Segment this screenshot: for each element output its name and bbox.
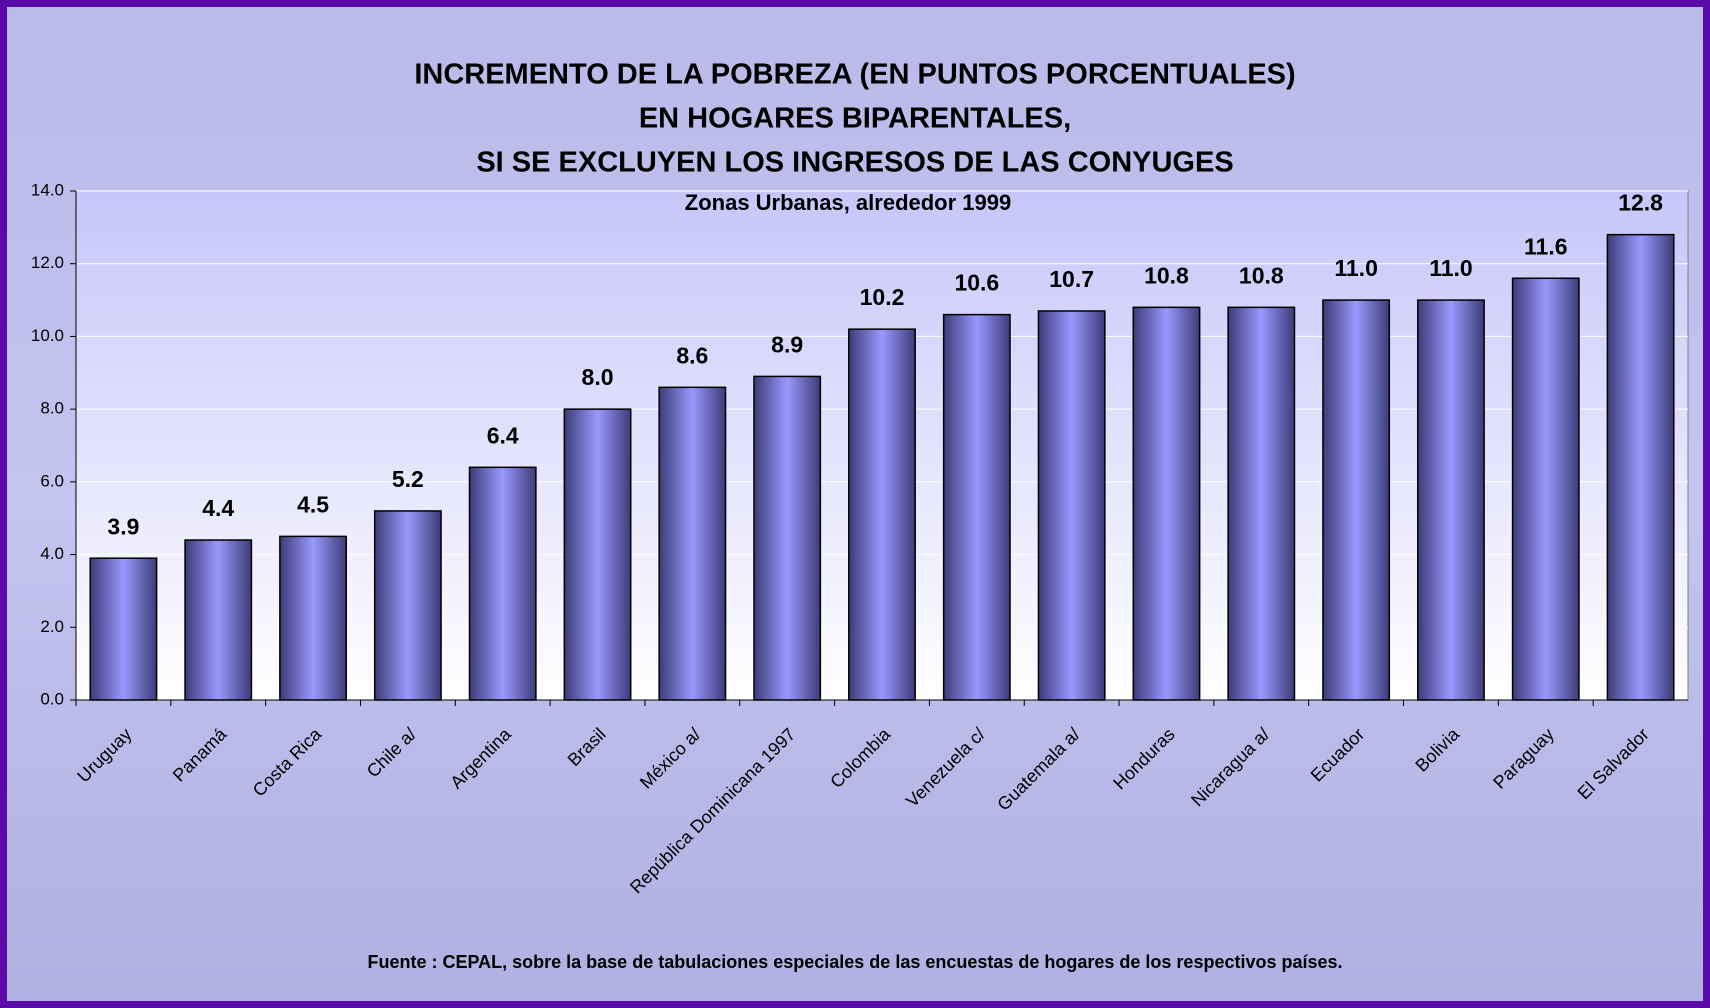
data-label: 11.0 [1334, 255, 1378, 281]
bar [1037, 310, 1106, 701]
data-label: 10.8 [1239, 262, 1284, 288]
y-tick-label: 14.0 [31, 180, 64, 199]
bar [563, 408, 632, 701]
data-label: 11.0 [1429, 255, 1473, 281]
bar [753, 375, 822, 701]
data-label: 10.2 [860, 284, 905, 310]
bar [1227, 306, 1296, 701]
data-label: 10.7 [1049, 266, 1094, 292]
data-label: 8.9 [771, 331, 803, 357]
bar [184, 539, 253, 701]
data-label: 10.8 [1144, 262, 1189, 288]
y-tick-label: 0.0 [40, 689, 64, 708]
bar [1132, 306, 1201, 701]
y-tick-label: 4.0 [40, 544, 64, 563]
bar [942, 313, 1011, 701]
bar [279, 535, 347, 701]
data-label: 10.6 [954, 270, 999, 296]
data-label: 6.4 [487, 422, 519, 448]
y-tick-label: 12.0 [31, 253, 64, 272]
data-label: 8.6 [676, 342, 708, 368]
bar [848, 328, 916, 701]
y-tick-label: 8.0 [40, 399, 64, 418]
chart-title: EN HOGARES BIPARENTALES, [639, 103, 1071, 135]
data-label: 4.4 [202, 495, 234, 521]
y-tick-label: 6.0 [40, 471, 64, 490]
bar [468, 466, 537, 701]
data-label: 4.5 [297, 491, 329, 517]
bar [658, 386, 727, 701]
data-label: 11.6 [1524, 233, 1568, 259]
data-label: 12.8 [1618, 190, 1663, 216]
y-tick-label: 2.0 [40, 617, 64, 636]
subtitle: Zonas Urbanas, alrededor 1999 [685, 190, 1011, 215]
source-note: Fuente : CEPAL, sobre la base de tabulac… [367, 952, 1342, 972]
data-label: 8.0 [582, 364, 614, 390]
bar [1417, 299, 1485, 701]
data-label: 3.9 [107, 513, 139, 539]
chart-title: INCREMENTO DE LA POBREZA (EN PUNTOS PORC… [414, 59, 1295, 91]
bar [1511, 277, 1580, 701]
chart-title: SI SE EXCLUYEN LOS INGRESOS DE LAS CONYU… [476, 147, 1233, 179]
bar [373, 510, 442, 701]
y-tick-label: 10.0 [31, 326, 64, 345]
data-label: 5.2 [392, 466, 424, 492]
bar [1606, 233, 1675, 701]
bar [1322, 299, 1391, 701]
bar [89, 557, 158, 701]
